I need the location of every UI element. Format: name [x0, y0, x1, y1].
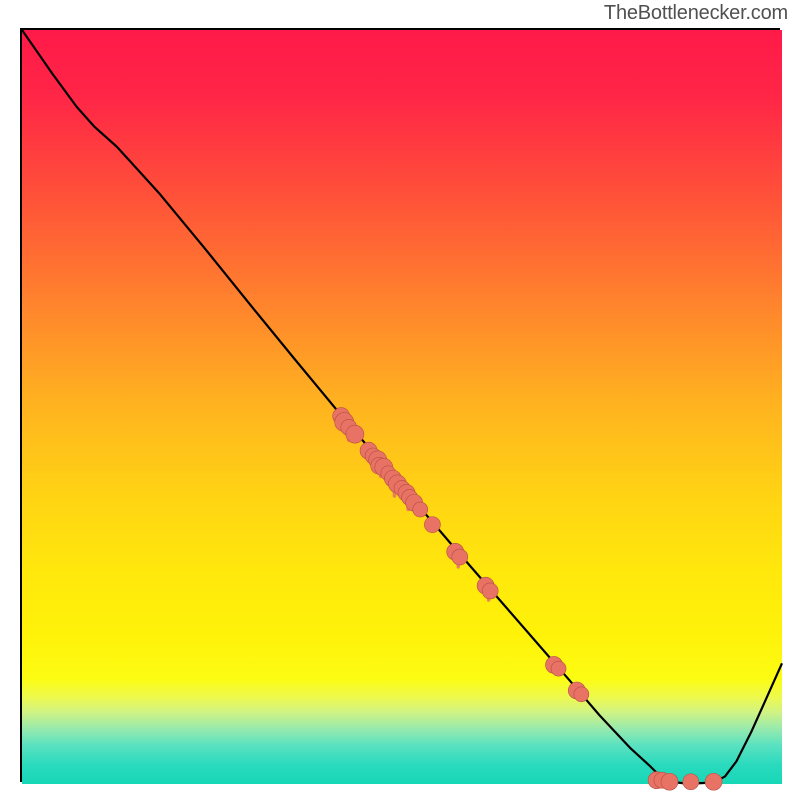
scatter-point: [482, 583, 498, 599]
scatter-point: [705, 773, 722, 790]
scatter-point: [551, 661, 566, 676]
scatter-point: [346, 425, 364, 443]
gradient-background: [22, 30, 782, 784]
chart-container: TheBottlenecker.com: [0, 0, 800, 800]
plot-svg: [22, 30, 782, 784]
scatter-point: [661, 773, 678, 790]
attribution-label: TheBottlenecker.com: [604, 2, 788, 25]
scatter-point: [683, 774, 699, 790]
scatter-point: [413, 502, 428, 517]
scatter-point: [452, 549, 468, 565]
scatter-point: [574, 687, 589, 702]
scatter-point: [424, 517, 440, 533]
plot-area: [20, 28, 780, 782]
